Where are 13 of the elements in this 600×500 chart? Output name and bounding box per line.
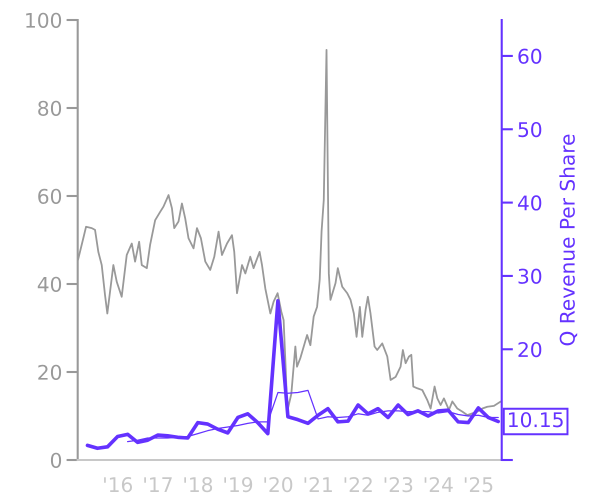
y-tick-label: 60 [38,188,62,204]
y2-tick-label: 30 [518,268,542,284]
y2-tick-label: 20 [518,342,542,358]
y-tick-label: 20 [38,364,62,380]
data-label: 10.15 [509,412,563,428]
y-tick-label: 0 [50,452,62,468]
y2-tick-label: 50 [518,122,542,138]
y2-tick-label: 60 [518,48,542,64]
y-tick-label: 80 [38,100,62,116]
y-tick-label: 100 [26,12,62,28]
y2-axis-title: Q Revenue Per Share [559,134,578,346]
y-tick-label: 40 [38,276,62,292]
y2-tick-label: 40 [518,195,542,211]
